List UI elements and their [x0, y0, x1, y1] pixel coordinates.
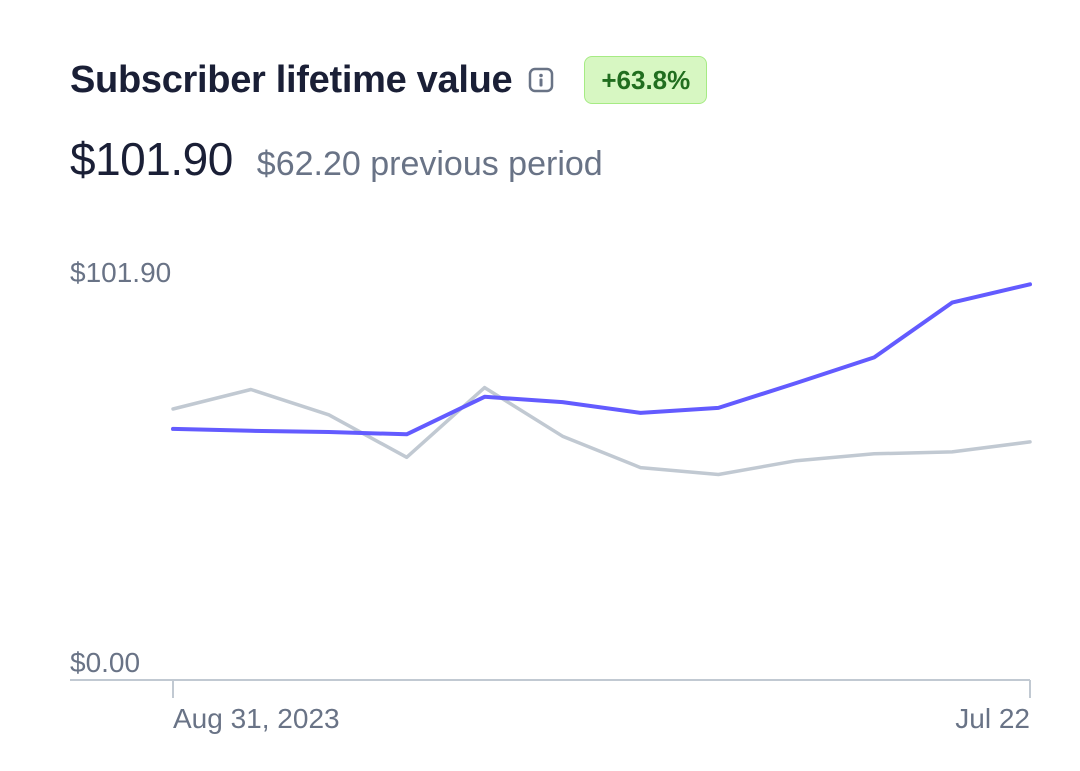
- current-value: $101.90: [70, 133, 233, 185]
- x-tick-label-start: Aug 31, 2023: [173, 703, 340, 734]
- x-tick-label-end: Jul 22: [955, 703, 1030, 734]
- change-badge: +63.8%: [584, 56, 708, 104]
- series-line-current: [171, 282, 1032, 437]
- series-line-previous: [171, 385, 1032, 477]
- y-tick-label-min: $0.00: [70, 647, 140, 678]
- info-icon[interactable]: [528, 67, 554, 93]
- y-tick-label-max: $101.90: [70, 257, 171, 288]
- previous-period-value: $62.20 previous period: [256, 145, 603, 183]
- chart-title: Subscriber lifetime value: [70, 58, 513, 101]
- value-summary: $101.90 $62.20 previous period: [70, 132, 603, 186]
- chart-header: Subscriber lifetime value +63.8%: [70, 56, 708, 104]
